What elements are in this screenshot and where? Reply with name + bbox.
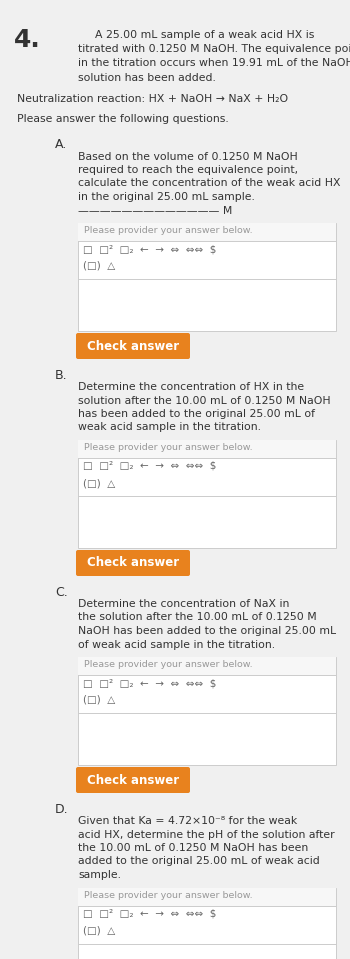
Text: in the original 25.00 mL sample.: in the original 25.00 mL sample. [78, 192, 255, 202]
Bar [78, 657, 336, 765]
Text: A 25.00 mL sample of a weak acid HX is: A 25.00 mL sample of a weak acid HX is [95, 30, 314, 40]
Text: Determine the concentration of HX in the: Determine the concentration of HX in the [78, 382, 304, 392]
Text: Please answer the following questions.: Please answer the following questions. [17, 114, 229, 124]
Text: Please provider your answer below.: Please provider your answer below. [84, 891, 253, 900]
Bar [78, 887, 336, 959]
Text: D.: D. [55, 803, 69, 816]
FancyBboxPatch shape [76, 767, 190, 793]
Bar [78, 223, 336, 331]
Text: A.: A. [55, 138, 67, 152]
Text: solution has been added.: solution has been added. [78, 73, 216, 83]
Text: NaOH has been added to the original 25.00 mL: NaOH has been added to the original 25.0… [78, 626, 336, 636]
Text: Please provider your answer below.: Please provider your answer below. [84, 443, 253, 452]
Text: acid HX, determine the pH of the solution after: acid HX, determine the pH of the solutio… [78, 830, 335, 839]
Bar [78, 223, 336, 241]
Text: solution after the 10.00 mL of 0.1250 M NaOH: solution after the 10.00 mL of 0.1250 M … [78, 395, 331, 406]
Bar [78, 887, 336, 905]
Text: (□)  △: (□) △ [83, 925, 115, 935]
Text: in the titration occurs when 19.91 mL of the NaOH: in the titration occurs when 19.91 mL of… [78, 58, 350, 68]
Text: □  □²  □₂  ←  →  ⇔  ⇔⇔  $: □ □² □₂ ← → ⇔ ⇔⇔ $ [83, 244, 216, 254]
Text: the 10.00 mL of 0.1250 M NaOH has been: the 10.00 mL of 0.1250 M NaOH has been [78, 843, 308, 853]
Text: □  □²  □₂  ←  →  ⇔  ⇔⇔  $: □ □² □₂ ← → ⇔ ⇔⇔ $ [83, 461, 216, 471]
Text: Check answer: Check answer [87, 774, 179, 786]
Text: titrated with 0.1250 M NaOH. The equivalence point: titrated with 0.1250 M NaOH. The equival… [78, 44, 350, 54]
Text: the solution after the 10.00 mL of 0.1250 M: the solution after the 10.00 mL of 0.125… [78, 613, 317, 622]
Text: sample.: sample. [78, 870, 121, 880]
Text: 4.: 4. [14, 28, 41, 52]
Text: added to the original 25.00 mL of weak acid: added to the original 25.00 mL of weak a… [78, 856, 320, 867]
Text: Please provider your answer below.: Please provider your answer below. [84, 226, 253, 235]
FancyBboxPatch shape [76, 550, 190, 576]
Text: weak acid sample in the titration.: weak acid sample in the titration. [78, 423, 261, 433]
Text: of weak acid sample in the titration.: of weak acid sample in the titration. [78, 640, 275, 649]
Text: (□)  △: (□) △ [83, 695, 115, 705]
FancyBboxPatch shape [76, 333, 190, 359]
Text: □  □²  □₂  ←  →  ⇔  ⇔⇔  $: □ □² □₂ ← → ⇔ ⇔⇔ $ [83, 678, 216, 688]
Text: calculate the concentration of the weak acid HX: calculate the concentration of the weak … [78, 178, 341, 189]
Text: Neutralization reaction: HX + NaOH → NaX + H₂O: Neutralization reaction: HX + NaOH → NaX… [17, 93, 288, 104]
Bar [78, 440, 336, 458]
Text: □  □²  □₂  ←  →  ⇔  ⇔⇔  $: □ □² □₂ ← → ⇔ ⇔⇔ $ [83, 908, 216, 919]
Text: has been added to the original 25.00 mL of: has been added to the original 25.00 mL … [78, 409, 315, 419]
Text: Check answer: Check answer [87, 556, 179, 570]
Text: (□)  △: (□) △ [83, 261, 115, 271]
Text: Determine the concentration of NaX in: Determine the concentration of NaX in [78, 599, 289, 609]
Text: Given that Ka = 4.72×10⁻⁸ for the weak: Given that Ka = 4.72×10⁻⁸ for the weak [78, 816, 297, 826]
Text: required to reach the equivalence point,: required to reach the equivalence point, [78, 165, 298, 175]
Text: (□)  △: (□) △ [83, 478, 115, 488]
Bar [78, 440, 336, 548]
Text: B.: B. [55, 369, 68, 382]
Text: C.: C. [55, 586, 68, 599]
Text: Based on the volume of 0.1250 M NaOH: Based on the volume of 0.1250 M NaOH [78, 152, 298, 161]
Text: Check answer: Check answer [87, 339, 179, 353]
Text: Please provider your answer below.: Please provider your answer below. [84, 660, 253, 669]
Text: ————————————— M: ————————————— M [78, 205, 232, 216]
Bar [78, 657, 336, 675]
